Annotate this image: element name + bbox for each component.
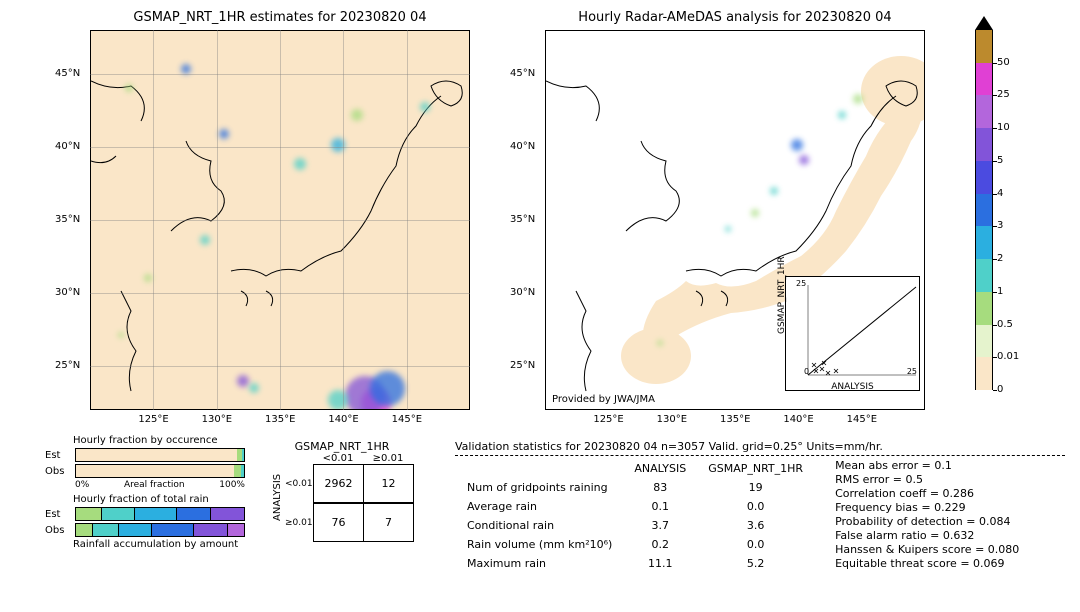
map-credit: Provided by JWA/JMA — [552, 394, 655, 405]
validation-stats: Validation statistics for 20230820 04 n=… — [455, 440, 1065, 574]
ct-cell-01: 12 — [364, 465, 414, 503]
colorbar: 00.010.512345102550 — [975, 30, 1035, 410]
figure: GSMAP_NRT_1HR estimates for 20230820 04 … — [0, 0, 1080, 612]
accum-title: Rainfall accumulation by amount — [73, 539, 255, 550]
left-coastline — [91, 31, 470, 410]
ct-row-axis: ANALYSIS — [270, 453, 285, 542]
totalrain-title: Hourly fraction of total rain — [73, 494, 255, 505]
left-map-title: GSMAP_NRT_1HR estimates for 20230820 04 — [90, 10, 470, 25]
stats-list: Mean abs error = 0.1RMS error = 0.5Corre… — [835, 458, 1019, 574]
stats-header: Validation statistics for 20230820 04 n=… — [455, 440, 1065, 453]
ct-cell-10: 76 — [314, 504, 364, 542]
right-map: Provided by JWA/JMA ANALYSIS — [545, 30, 925, 410]
contingency-table: GSMAP_NRT_1HR ANALYSIS <0.01 ≥0.01 <0.01… — [270, 440, 414, 542]
occurrence-title: Hourly fraction by occurence — [73, 435, 255, 446]
scatter-xlabel: ANALYSIS — [786, 382, 919, 392]
right-map-title: Hourly Radar-AMeDAS analysis for 2023082… — [545, 10, 925, 25]
stats-comparison-table: ANALYSISGSMAP_NRT_1HR Num of gridpoints … — [455, 458, 815, 574]
scatter-inset: ANALYSIS GSMAP_NRT_1HR 25 25 0 — [785, 276, 920, 391]
fraction-charts: Hourly fraction by occurence Est Obs 0% … — [45, 435, 255, 550]
ct-cell-00: 2962 — [314, 465, 364, 503]
ct-cell-11: 7 — [364, 504, 414, 542]
scatter-ylabel: GSMAP_NRT_1HR — [777, 256, 787, 334]
